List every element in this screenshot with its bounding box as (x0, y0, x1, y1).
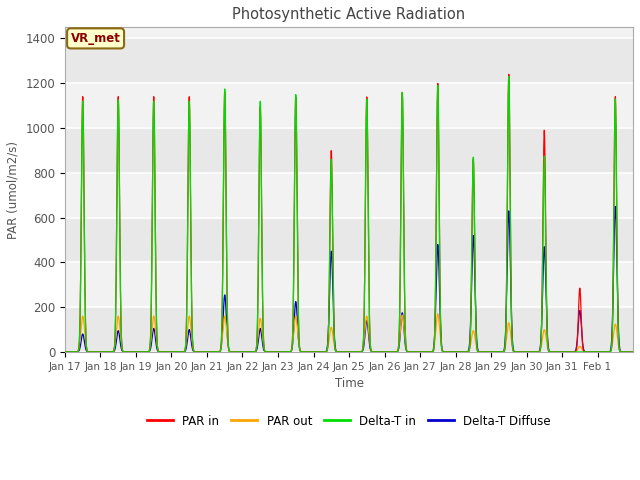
Bar (65, 128, 633, 173)
Legend: PAR in, PAR out, Delta-T in, Delta-T Diffuse: PAR in, PAR out, Delta-T in, Delta-T Dif… (142, 410, 556, 432)
X-axis label: Time: Time (335, 377, 364, 390)
Y-axis label: PAR (umol/m2/s): PAR (umol/m2/s) (7, 141, 20, 239)
Bar (65, 307, 633, 352)
Title: Photosynthetic Active Radiation: Photosynthetic Active Radiation (232, 7, 465, 22)
Bar (65, 83, 633, 128)
Text: VR_met: VR_met (70, 32, 120, 45)
Bar (65, 38, 633, 83)
Bar (65, 217, 633, 263)
Bar (65, 173, 633, 217)
Bar (65, 263, 633, 307)
